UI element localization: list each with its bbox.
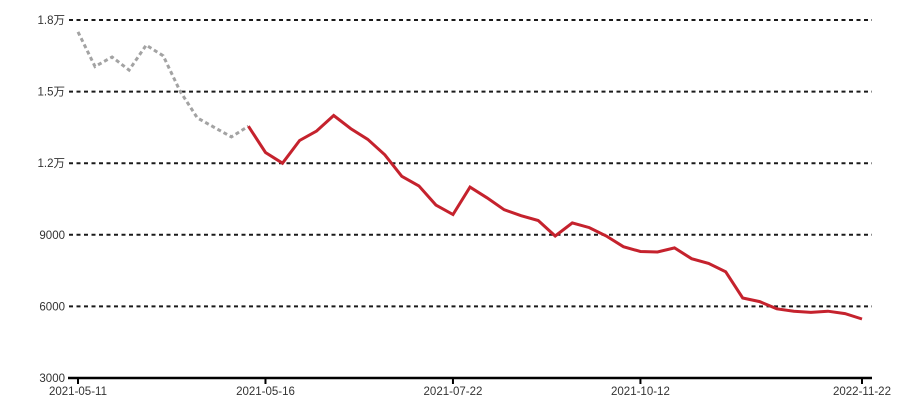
x-axis-tick-label: 2021-10-12 [611, 386, 670, 398]
series-line-historical-dashed [76, 31, 250, 139]
y-axis-tick-label: 3000 [39, 373, 65, 385]
x-axis-tick-label: 2021-05-11 [49, 386, 107, 398]
x-axis-tick-label: 2021-05-16 [236, 386, 295, 398]
series-line-current-solid [247, 113, 863, 321]
y-axis-tick-label: 1.5万 [38, 87, 66, 99]
y-axis-tick-label: 9000 [39, 230, 65, 242]
y-axis-tick-label: 6000 [39, 301, 65, 313]
y-axis-tick-label: 1.2万 [38, 158, 66, 170]
x-axis-tick-label: 2021-07-22 [424, 386, 483, 398]
x-axis-tick-label: 2022-11-22 [833, 386, 891, 398]
y-axis-tick-label: 1.8万 [38, 15, 66, 27]
